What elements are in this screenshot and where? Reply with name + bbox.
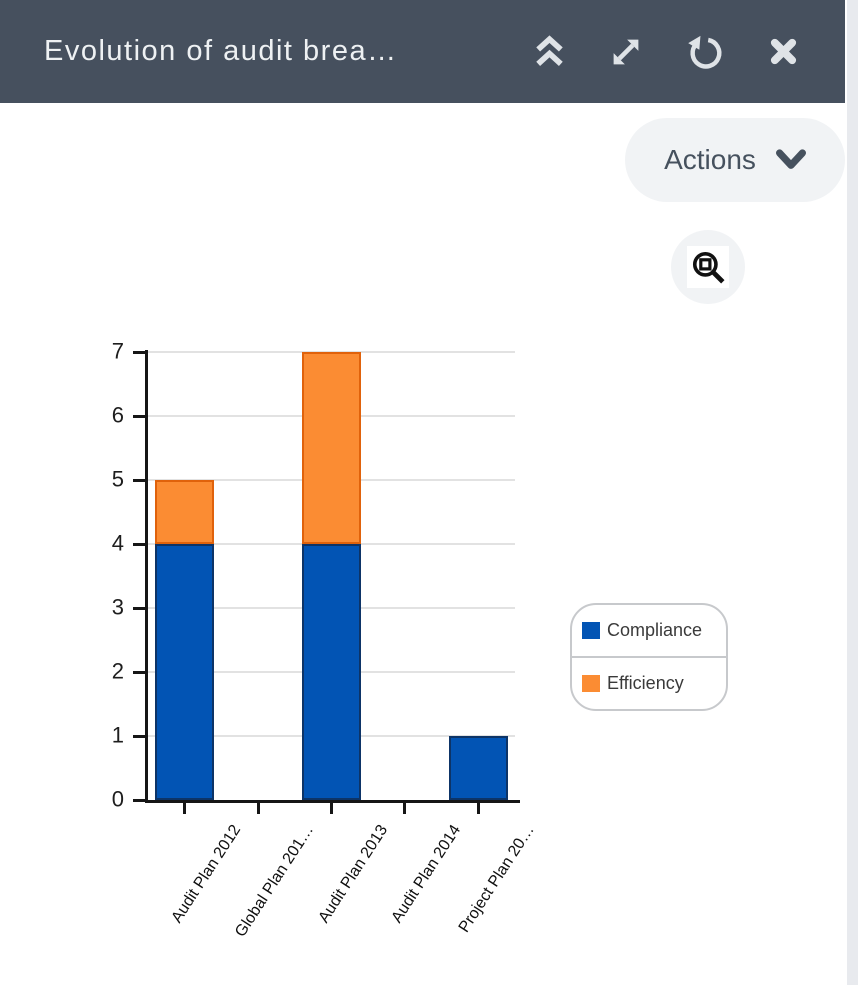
maximize-button[interactable] — [608, 34, 644, 70]
y-axis-label: 5 — [111, 466, 124, 492]
refresh-button[interactable] — [686, 32, 726, 72]
titlebar-buttons — [533, 32, 799, 72]
x-axis-label: Audit Plan 2012 — [168, 822, 244, 927]
x-axis-tick — [256, 803, 260, 814]
legend-swatch-compliance — [582, 622, 600, 639]
y-axis-tick — [133, 607, 145, 610]
x-axis-label: Audit Plan 2014 — [388, 822, 465, 927]
widget-title: Evolution of audit brea… — [44, 35, 398, 67]
expand-diagonal-icon — [613, 39, 639, 64]
x-axis-tick — [330, 803, 333, 814]
y-axis-line — [145, 350, 148, 803]
actions-menu-button[interactable]: Actions — [625, 118, 845, 202]
y-axis-tick — [133, 799, 145, 802]
y-axis-label: 7 — [111, 338, 124, 364]
x-axis-label: Global Plan 201… — [232, 822, 318, 941]
bar-segment-project-plan-20-compliance[interactable] — [448, 736, 508, 800]
y-axis-tick — [133, 671, 145, 674]
y-axis-label: 2 — [111, 658, 124, 684]
chevron-down-icon — [775, 149, 806, 169]
close-button[interactable] — [768, 36, 799, 67]
x-axis-line — [145, 800, 520, 803]
y-axis-tick — [133, 735, 145, 738]
actions-label: Actions — [664, 144, 756, 175]
legend-swatch-efficiency — [582, 675, 600, 692]
bar-segment-audit-plan-2013-compliance[interactable] — [302, 544, 361, 800]
y-axis-tick — [133, 479, 145, 482]
bar-segment-audit-plan-2012-compliance[interactable] — [155, 544, 215, 800]
vertical-scrollbar[interactable] — [847, 0, 858, 985]
widget-titlebar[interactable]: Evolution of audit brea… — [0, 0, 845, 103]
y-axis-label: 4 — [111, 530, 124, 556]
close-icon — [770, 38, 797, 65]
x-axis-label: Audit Plan 2013 — [314, 822, 391, 927]
legend-label: Compliance — [607, 620, 703, 640]
x-axis-tick — [476, 803, 480, 814]
refresh-icon — [688, 35, 722, 69]
y-axis-label: 1 — [111, 722, 124, 748]
bar-segment-audit-plan-2013-efficiency[interactable] — [302, 352, 361, 544]
x-axis-tick — [183, 803, 187, 814]
chart-legend: Compliance Efficiency — [570, 603, 728, 711]
legend-item-efficiency[interactable]: Efficiency — [572, 656, 726, 709]
y-axis-tick — [133, 543, 145, 546]
y-axis-label: 0 — [111, 786, 124, 812]
legend-item-compliance[interactable]: Compliance — [572, 605, 726, 656]
collapse-button[interactable] — [533, 34, 566, 69]
legend-label: Efficiency — [607, 673, 684, 693]
y-axis-label: 3 — [111, 594, 124, 620]
bar-segment-audit-plan-2012-efficiency[interactable] — [155, 480, 215, 544]
y-axis-tick — [133, 351, 145, 354]
double-chevron-up-icon — [536, 35, 563, 66]
zoom-selection-button[interactable] — [671, 230, 745, 304]
magnifier-zoom-icon — [687, 246, 729, 288]
y-axis-label: 6 — [111, 402, 124, 428]
x-axis-tick — [403, 803, 407, 814]
x-axis-label: Project Plan 20… — [455, 822, 538, 936]
y-axis-tick — [133, 415, 145, 418]
